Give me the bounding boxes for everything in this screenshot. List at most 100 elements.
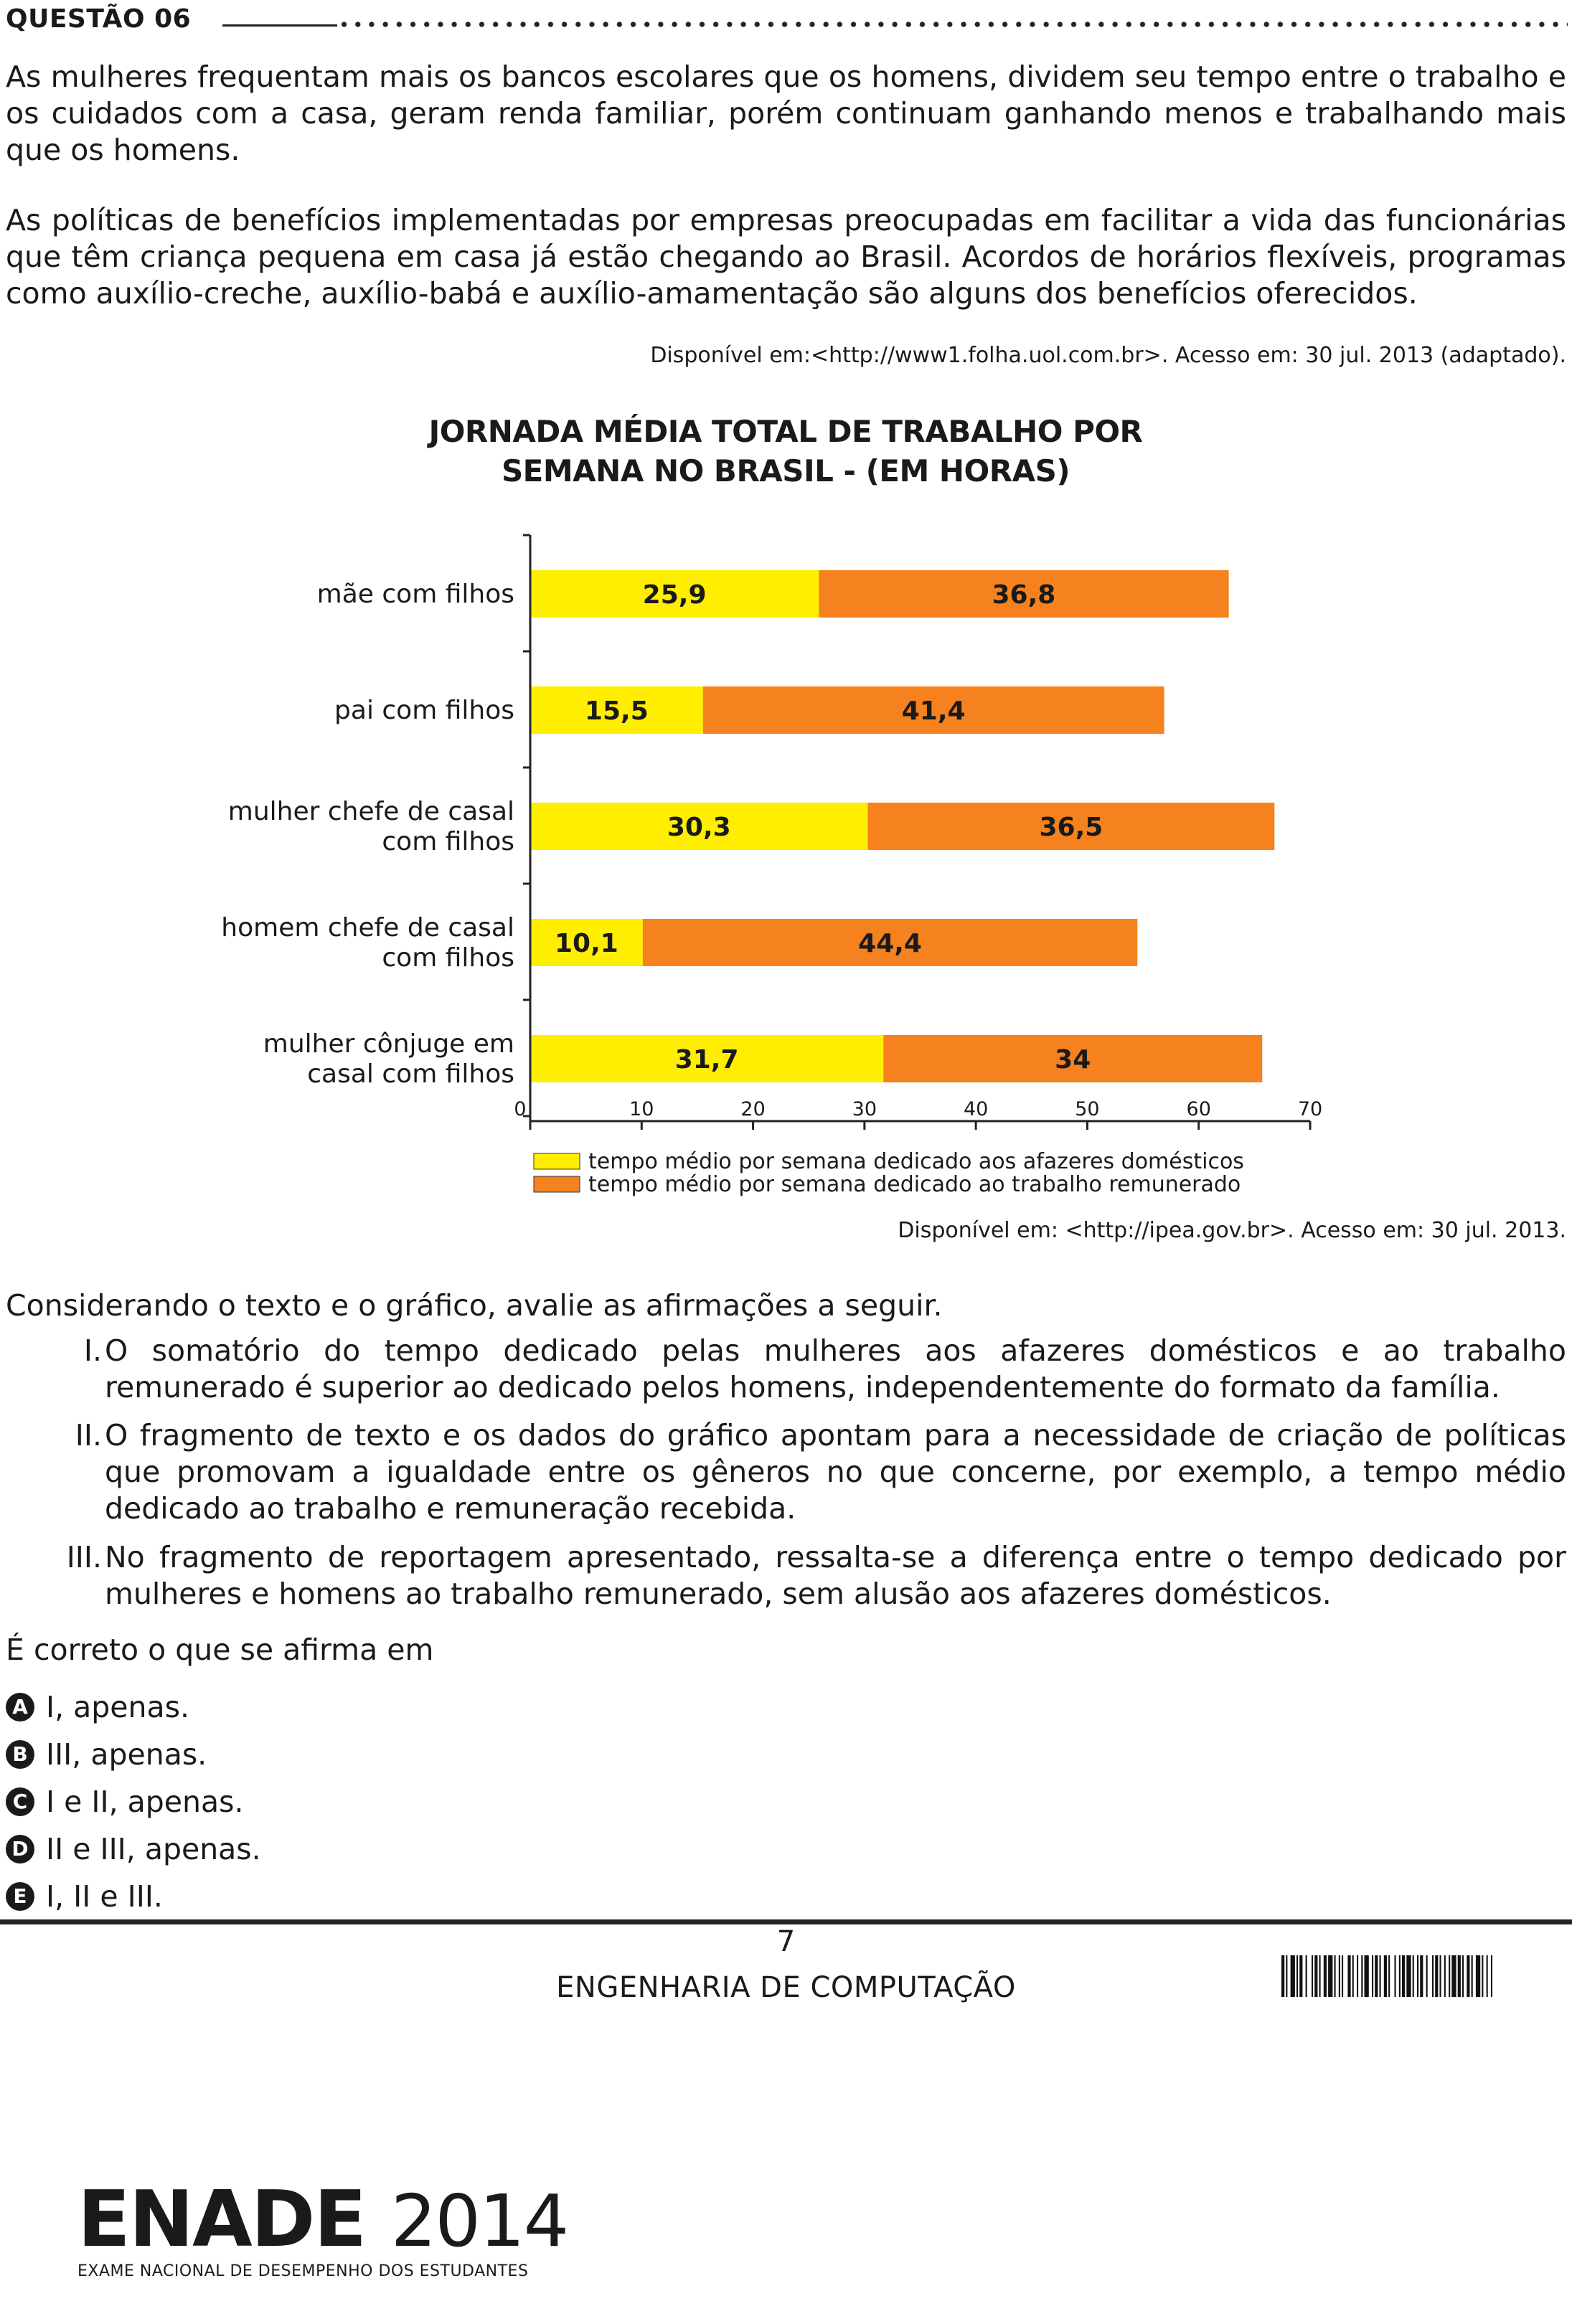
footer-rule (0, 1919, 1572, 1924)
option-e[interactable]: E I, II e III. (6, 1879, 163, 1914)
barcode-bar (1328, 1955, 1333, 1997)
bar-data-label: 44,4 (858, 929, 922, 958)
option-a[interactable]: A I, apenas. (6, 1690, 189, 1724)
header-rule (222, 24, 337, 27)
barcode-bar (1420, 1955, 1423, 1997)
statement-text: No fragmento de reportagem apresentado, … (105, 1540, 1566, 1611)
statement-numeral: II. (75, 1418, 102, 1452)
option-c[interactable]: C I e II, apenas. (6, 1785, 244, 1819)
option-b[interactable]: B III, apenas. (6, 1737, 207, 1772)
barcode-bar (1412, 1955, 1414, 1997)
barcode-bar (1471, 1955, 1473, 1997)
logo-year: 2014 (390, 2179, 569, 2263)
barcode-bar (1299, 1955, 1303, 1997)
bar-data-label: 41,4 (902, 696, 966, 726)
bar-segment-domestic (530, 1035, 884, 1082)
category-label: pai com filhos (334, 696, 514, 725)
bar-segment-paid (642, 919, 1138, 966)
logo-subtitle: EXAME NACIONAL DE DESEMPENHO DOS ESTUDAN… (77, 2262, 529, 2280)
option-text: II e III, apenas. (46, 1832, 261, 1866)
chart-title-line-2: SEMANA NO BRASIL - (EM HORAS) (501, 453, 1070, 488)
barcode-bar (1462, 1955, 1464, 1997)
barcode-bar (1426, 1955, 1428, 1997)
barcode-bar (1314, 1955, 1318, 1997)
barcode-bar (1323, 1955, 1327, 1997)
barcode-bar (1357, 1955, 1359, 1997)
barcode-bar (1338, 1955, 1340, 1997)
bar-data-label: 30,3 (667, 813, 731, 842)
page-number: 7 (776, 1925, 796, 1958)
enade-logo: ENADE 2014 EXAME NACIONAL DE DESEMPENHO … (77, 2179, 569, 2281)
barcode-bar (1394, 1955, 1396, 1997)
bar-segment-paid (702, 686, 1164, 734)
bar-data-label: 31,7 (675, 1045, 739, 1074)
x-tick-label: 30 (852, 1098, 877, 1120)
barcode-bar (1444, 1955, 1446, 1997)
x-tick-label: 20 (740, 1098, 765, 1120)
logo-text: ENADE (77, 2175, 367, 2264)
barcode-bar (1372, 1955, 1374, 1997)
option-letter-badge: A (6, 1693, 34, 1721)
statement-text: O somatório do tempo dedicado pelas mulh… (105, 1333, 1566, 1404)
barcode-bar (1475, 1955, 1481, 1997)
barcode-bar (1281, 1955, 1285, 1997)
x-tick-label: 10 (629, 1098, 654, 1120)
barcode (1281, 1955, 1492, 1997)
option-text: III, apenas. (46, 1737, 207, 1772)
barcode-bar (1402, 1955, 1406, 1997)
option-text: I, apenas. (46, 1690, 190, 1724)
statement-text: O fragmento de texto e os dados do gráfi… (105, 1418, 1566, 1526)
course-name: ENGENHARIA DE COMPUTAÇÃO (556, 1971, 1016, 2004)
question-prompt: É correto o que se afirma em (6, 1633, 434, 1667)
bar-data-label: 10,1 (555, 929, 618, 958)
barcode-bar (1296, 1955, 1299, 1997)
paragraph-1: As mulheres frequentam mais os bancos es… (6, 60, 1566, 167)
option-d[interactable]: D II e III, apenas. (6, 1832, 261, 1866)
barcode-bar (1435, 1955, 1439, 1997)
bar-data-label: 25,9 (643, 580, 707, 610)
option-letter-badge: E (6, 1882, 34, 1911)
option-letter-badge: D (6, 1835, 34, 1864)
x-tick-label: 60 (1187, 1098, 1211, 1120)
category-label: com filhos (382, 943, 514, 973)
text-source: Disponível em:<http://www1.folha.uol.com… (650, 343, 1566, 368)
chart-title-line-1: JORNADA MÉDIA TOTAL DE TRABALHO POR (428, 414, 1143, 449)
paragraph-2: As políticas de benefícios implementadas… (6, 203, 1566, 311)
barcode-bar (1347, 1955, 1351, 1997)
question-title: QUESTÃO 06 (6, 4, 192, 34)
statement-3: III. No fragmento de reportagem apresent… (43, 1539, 1566, 1612)
chart-source: Disponível em: <http://ipea.gov.br>. Ace… (898, 1218, 1566, 1243)
barcode-bar (1457, 1955, 1461, 1997)
barcode-bar (1439, 1955, 1441, 1997)
category-label: mulher cônjuge em (263, 1029, 514, 1059)
barcode-bar (1467, 1955, 1470, 1997)
barcode-bar (1398, 1955, 1401, 1997)
barcode-bar (1406, 1955, 1411, 1997)
question-intro: Considerando o texto e o gráfico, avalie… (6, 1288, 943, 1323)
bar-segment-domestic (530, 686, 703, 734)
barcode-bar (1312, 1955, 1314, 1997)
bar-data-label: 36,5 (1039, 813, 1103, 842)
option-text: I, II e III. (46, 1879, 163, 1914)
bar-segment-paid (867, 803, 1275, 850)
x-tick-label: 40 (964, 1098, 988, 1120)
x-tick-label: 50 (1075, 1098, 1099, 1120)
legend-label: tempo médio por semana dedicado ao traba… (588, 1172, 1241, 1197)
barcode-bar (1432, 1955, 1434, 1997)
x-tick-label: 70 (1298, 1098, 1322, 1120)
category-label: casal com filhos (307, 1059, 514, 1089)
option-letter-badge: B (6, 1740, 34, 1769)
statement-2: II. O fragmento de texto e os dados do g… (43, 1417, 1566, 1527)
bar-data-label: 15,5 (585, 696, 649, 726)
barcode-bar (1334, 1955, 1336, 1997)
chart-title: JORNADA MÉDIA TOTAL DE TRABALHO POR SEMA… (387, 412, 1184, 491)
barcode-bar (1286, 1955, 1288, 1997)
barcode-bar (1388, 1955, 1390, 1997)
statement-1: I. O somatório do tempo dedicado pelas m… (43, 1333, 1566, 1406)
bar-segment-domestic (530, 919, 643, 966)
barcode-bar (1486, 1955, 1488, 1997)
barcode-bar (1449, 1955, 1451, 1997)
bar-segment-paid (883, 1035, 1263, 1082)
barcode-bar (1352, 1955, 1354, 1997)
barcode-bar (1417, 1955, 1419, 1997)
